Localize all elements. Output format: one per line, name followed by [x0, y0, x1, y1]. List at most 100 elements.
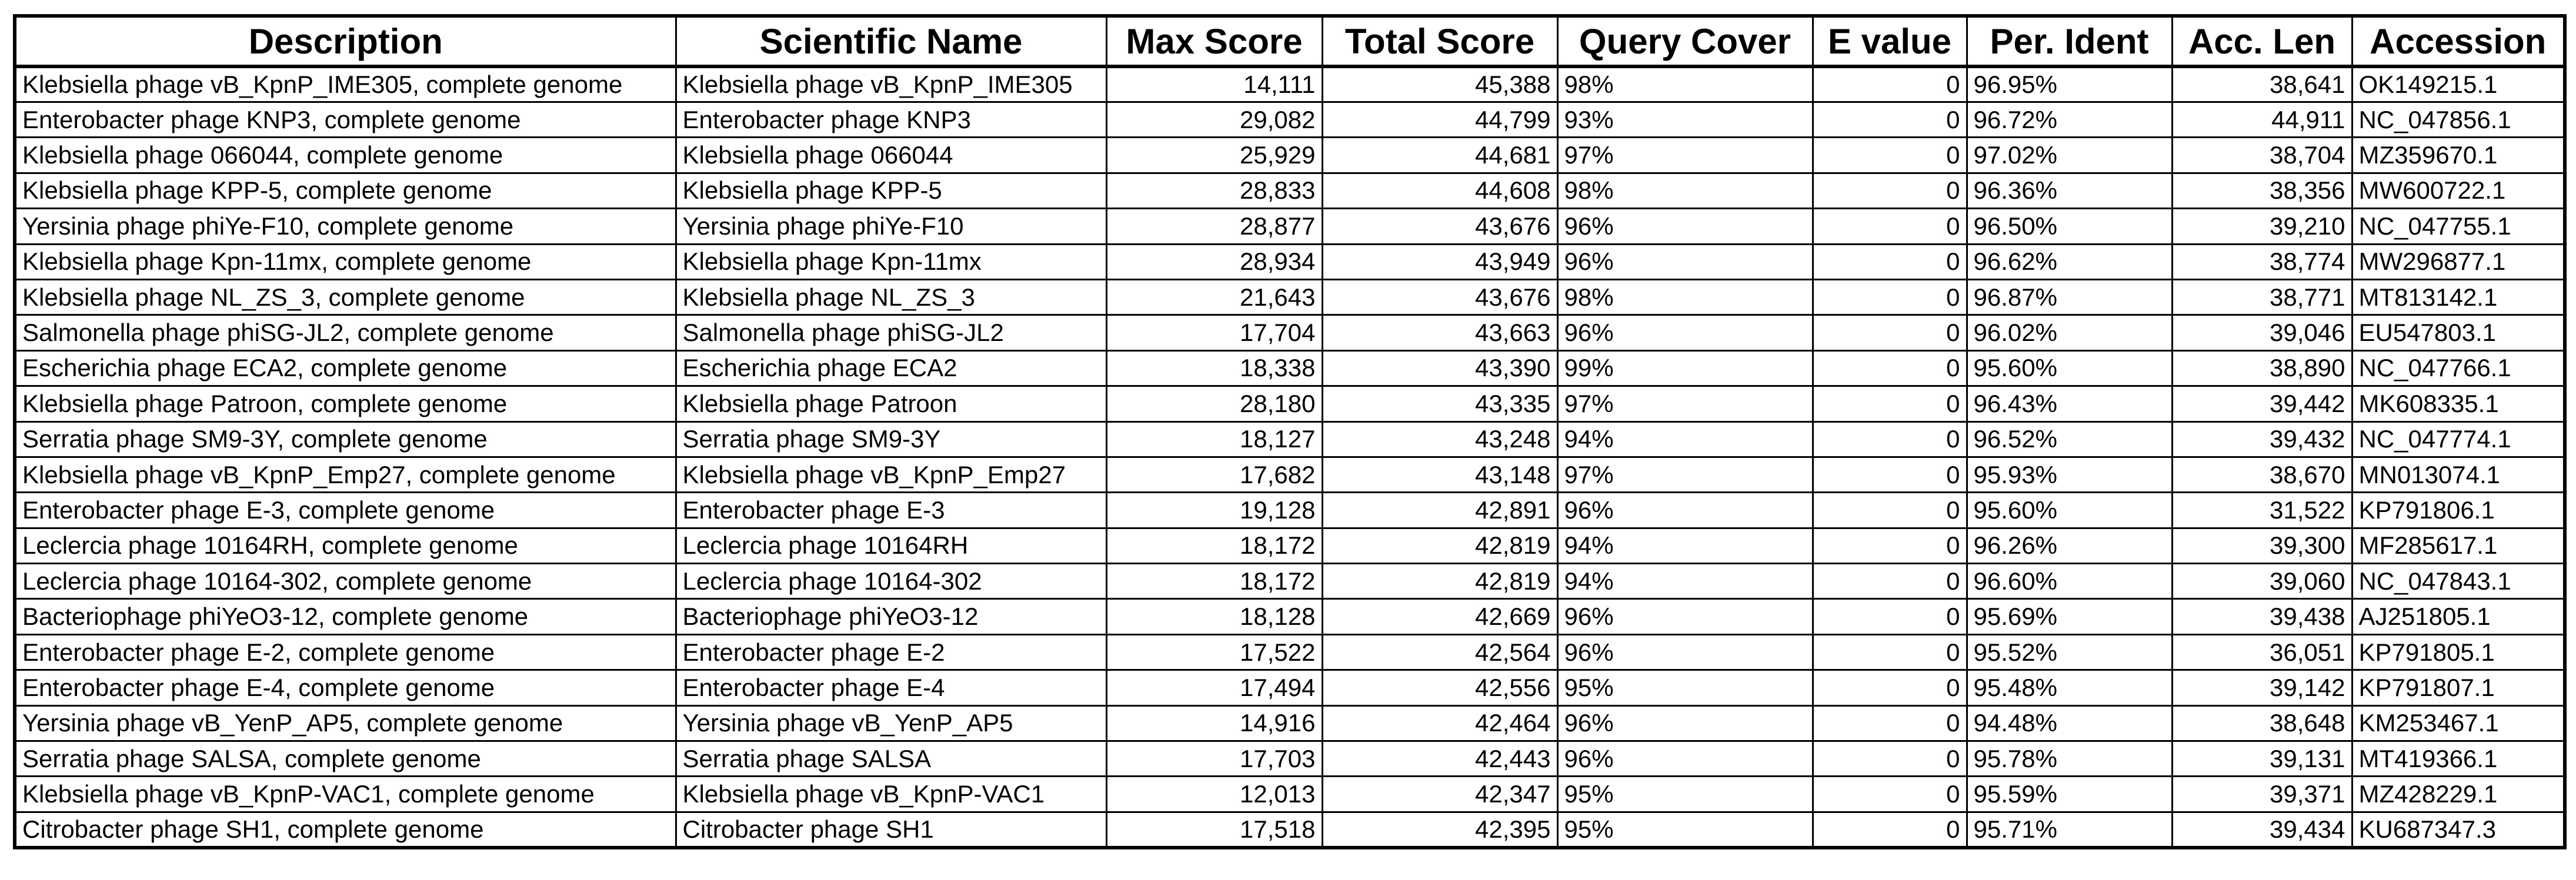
scientific-name-cell: Yersinia phage vB_YenP_AP5 — [675, 704, 1107, 742]
acc-len-cell: 39,442 — [2171, 385, 2353, 423]
description-cell: Klebsiella phage vB_KpnP_IME305, complet… — [13, 65, 677, 103]
max-score-cell: 21,643 — [1105, 278, 1323, 316]
scientific-name-cell: Citrobacter phage SH1 — [675, 811, 1107, 849]
max-score-cell: 18,172 — [1105, 563, 1323, 600]
acc-len-cell: 38,648 — [2171, 704, 2353, 742]
scientific-name-cell: Klebsiella phage vB_KpnP_Emp27 — [675, 456, 1107, 494]
e-value-cell: 0 — [1811, 136, 1968, 174]
table-row: Enterobacter phage E-3, complete genome E… — [13, 491, 2567, 529]
column-header-max-score: Max Score — [1105, 14, 1323, 68]
table-row: Serratia phage SM9-3Y, complete genome Se… — [13, 420, 2567, 458]
per-ident-cell: 95.48% — [1966, 669, 2173, 707]
e-value-cell: 0 — [1811, 740, 1968, 778]
accession-cell: EU547803.1 — [2351, 314, 2567, 352]
column-header-description: Description — [13, 14, 677, 68]
query-cover-cell: 95% — [1556, 811, 1814, 849]
table-header: Description Scientific Name Max Score Total… — [13, 14, 2567, 68]
total-score-cell: 43,390 — [1321, 349, 1559, 387]
accession-cell: OK149215.1 — [2351, 65, 2567, 103]
table-row: Klebsiella phage vB_KpnP_IME305, complet… — [13, 65, 2567, 103]
acc-len-cell: 39,210 — [2171, 208, 2353, 245]
query-cover-cell: 94% — [1556, 420, 1814, 458]
description-cell: Escherichia phage ECA2, complete genome — [13, 349, 677, 387]
max-score-cell: 14,916 — [1105, 704, 1323, 742]
table-body: Klebsiella phage vB_KpnP_IME305, complet… — [13, 65, 2567, 849]
total-score-cell: 43,676 — [1321, 278, 1559, 316]
table-row: Yersinia phage vB_YenP_AP5, complete gen… — [13, 704, 2567, 742]
scientific-name-cell: Salmonella phage phiSG-JL2 — [675, 314, 1107, 352]
accession-cell: NC_047843.1 — [2351, 563, 2567, 600]
table-row: Klebsiella phage Patroon, complete genom… — [13, 385, 2567, 423]
query-cover-cell: 96% — [1556, 740, 1814, 778]
column-header-per-ident: Per. Ident — [1966, 14, 2173, 68]
table-row: Klebsiella phage KPP-5, complete genome K… — [13, 172, 2567, 210]
total-score-cell: 42,819 — [1321, 563, 1559, 600]
table-row: Klebsiella phage vB_KpnP-VAC1, complete … — [13, 775, 2567, 813]
description-cell: Leclercia phage 10164RH, complete genome — [13, 527, 677, 565]
description-cell: Klebsiella phage Patroon, complete genom… — [13, 385, 677, 423]
e-value-cell: 0 — [1811, 811, 1968, 849]
acc-len-cell: 38,356 — [2171, 172, 2353, 210]
table-row: Enterobacter phage E-2, complete genome E… — [13, 633, 2567, 671]
e-value-cell: 0 — [1811, 349, 1968, 387]
query-cover-cell: 96% — [1556, 704, 1814, 742]
scientific-name-cell: Klebsiella phage Patroon — [675, 385, 1107, 423]
query-cover-cell: 98% — [1556, 65, 1814, 103]
e-value-cell: 0 — [1811, 278, 1968, 316]
total-score-cell: 42,395 — [1321, 811, 1559, 849]
accession-cell: NC_047766.1 — [2351, 349, 2567, 387]
max-score-cell: 18,128 — [1105, 598, 1323, 635]
e-value-cell: 0 — [1811, 208, 1968, 245]
scientific-name-cell: Escherichia phage ECA2 — [675, 349, 1107, 387]
max-score-cell: 18,127 — [1105, 420, 1323, 458]
per-ident-cell: 96.62% — [1966, 243, 2173, 280]
query-cover-cell: 94% — [1556, 563, 1814, 600]
description-cell: Klebsiella phage vB_KpnP_Emp27, complete… — [13, 456, 677, 494]
max-score-cell: 28,877 — [1105, 208, 1323, 245]
scientific-name-cell: Serratia phage SM9-3Y — [675, 420, 1107, 458]
scientific-name-cell: Yersinia phage phiYe-F10 — [675, 208, 1107, 245]
query-cover-cell: 96% — [1556, 314, 1814, 352]
query-cover-cell: 96% — [1556, 208, 1814, 245]
total-score-cell: 42,443 — [1321, 740, 1559, 778]
per-ident-cell: 96.87% — [1966, 278, 2173, 316]
query-cover-cell: 96% — [1556, 598, 1814, 635]
acc-len-cell: 39,300 — [2171, 527, 2353, 565]
description-cell: Enterobacter phage E-2, complete genome — [13, 633, 677, 671]
per-ident-cell: 96.95% — [1966, 65, 2173, 103]
acc-len-cell: 39,142 — [2171, 669, 2353, 707]
acc-len-cell: 31,522 — [2171, 491, 2353, 529]
accession-cell: AJ251805.1 — [2351, 598, 2567, 635]
description-cell: Klebsiella phage KPP-5, complete genome — [13, 172, 677, 210]
accession-cell: KP791805.1 — [2351, 633, 2567, 671]
max-score-cell: 18,338 — [1105, 349, 1323, 387]
query-cover-cell: 97% — [1556, 136, 1814, 174]
max-score-cell: 17,704 — [1105, 314, 1323, 352]
max-score-cell: 28,833 — [1105, 172, 1323, 210]
query-cover-cell: 96% — [1556, 243, 1814, 280]
description-cell: Klebsiella phage vB_KpnP-VAC1, complete … — [13, 775, 677, 813]
results-sheet: Description Scientific Name Max Score Total… — [13, 14, 2567, 849]
e-value-cell: 0 — [1811, 172, 1968, 210]
scientific-name-cell: Klebsiella phage NL_ZS_3 — [675, 278, 1107, 316]
max-score-cell: 17,518 — [1105, 811, 1323, 849]
scientific-name-cell: Enterobacter phage KNP3 — [675, 101, 1107, 139]
scientific-name-cell: Klebsiella phage vB_KpnP-VAC1 — [675, 775, 1107, 813]
e-value-cell: 0 — [1811, 704, 1968, 742]
total-score-cell: 42,819 — [1321, 527, 1559, 565]
scientific-name-cell: Leclercia phage 10164RH — [675, 527, 1107, 565]
table-row: Klebsiella phage Kpn-11mx, complete geno… — [13, 243, 2567, 280]
acc-len-cell: 39,371 — [2171, 775, 2353, 813]
scientific-name-cell: Klebsiella phage Kpn-11mx — [675, 243, 1107, 280]
table-row: Klebsiella phage vB_KpnP_Emp27, complete… — [13, 456, 2567, 494]
table-row: Salmonella phage phiSG-JL2, complete gen… — [13, 314, 2567, 352]
per-ident-cell: 95.71% — [1966, 811, 2173, 849]
per-ident-cell: 95.78% — [1966, 740, 2173, 778]
max-score-cell: 17,494 — [1105, 669, 1323, 707]
e-value-cell: 0 — [1811, 775, 1968, 813]
description-cell: Yersinia phage phiYe-F10, complete genom… — [13, 208, 677, 245]
acc-len-cell: 36,051 — [2171, 633, 2353, 671]
max-score-cell: 28,934 — [1105, 243, 1323, 280]
description-cell: Salmonella phage phiSG-JL2, complete gen… — [13, 314, 677, 352]
e-value-cell: 0 — [1811, 385, 1968, 423]
